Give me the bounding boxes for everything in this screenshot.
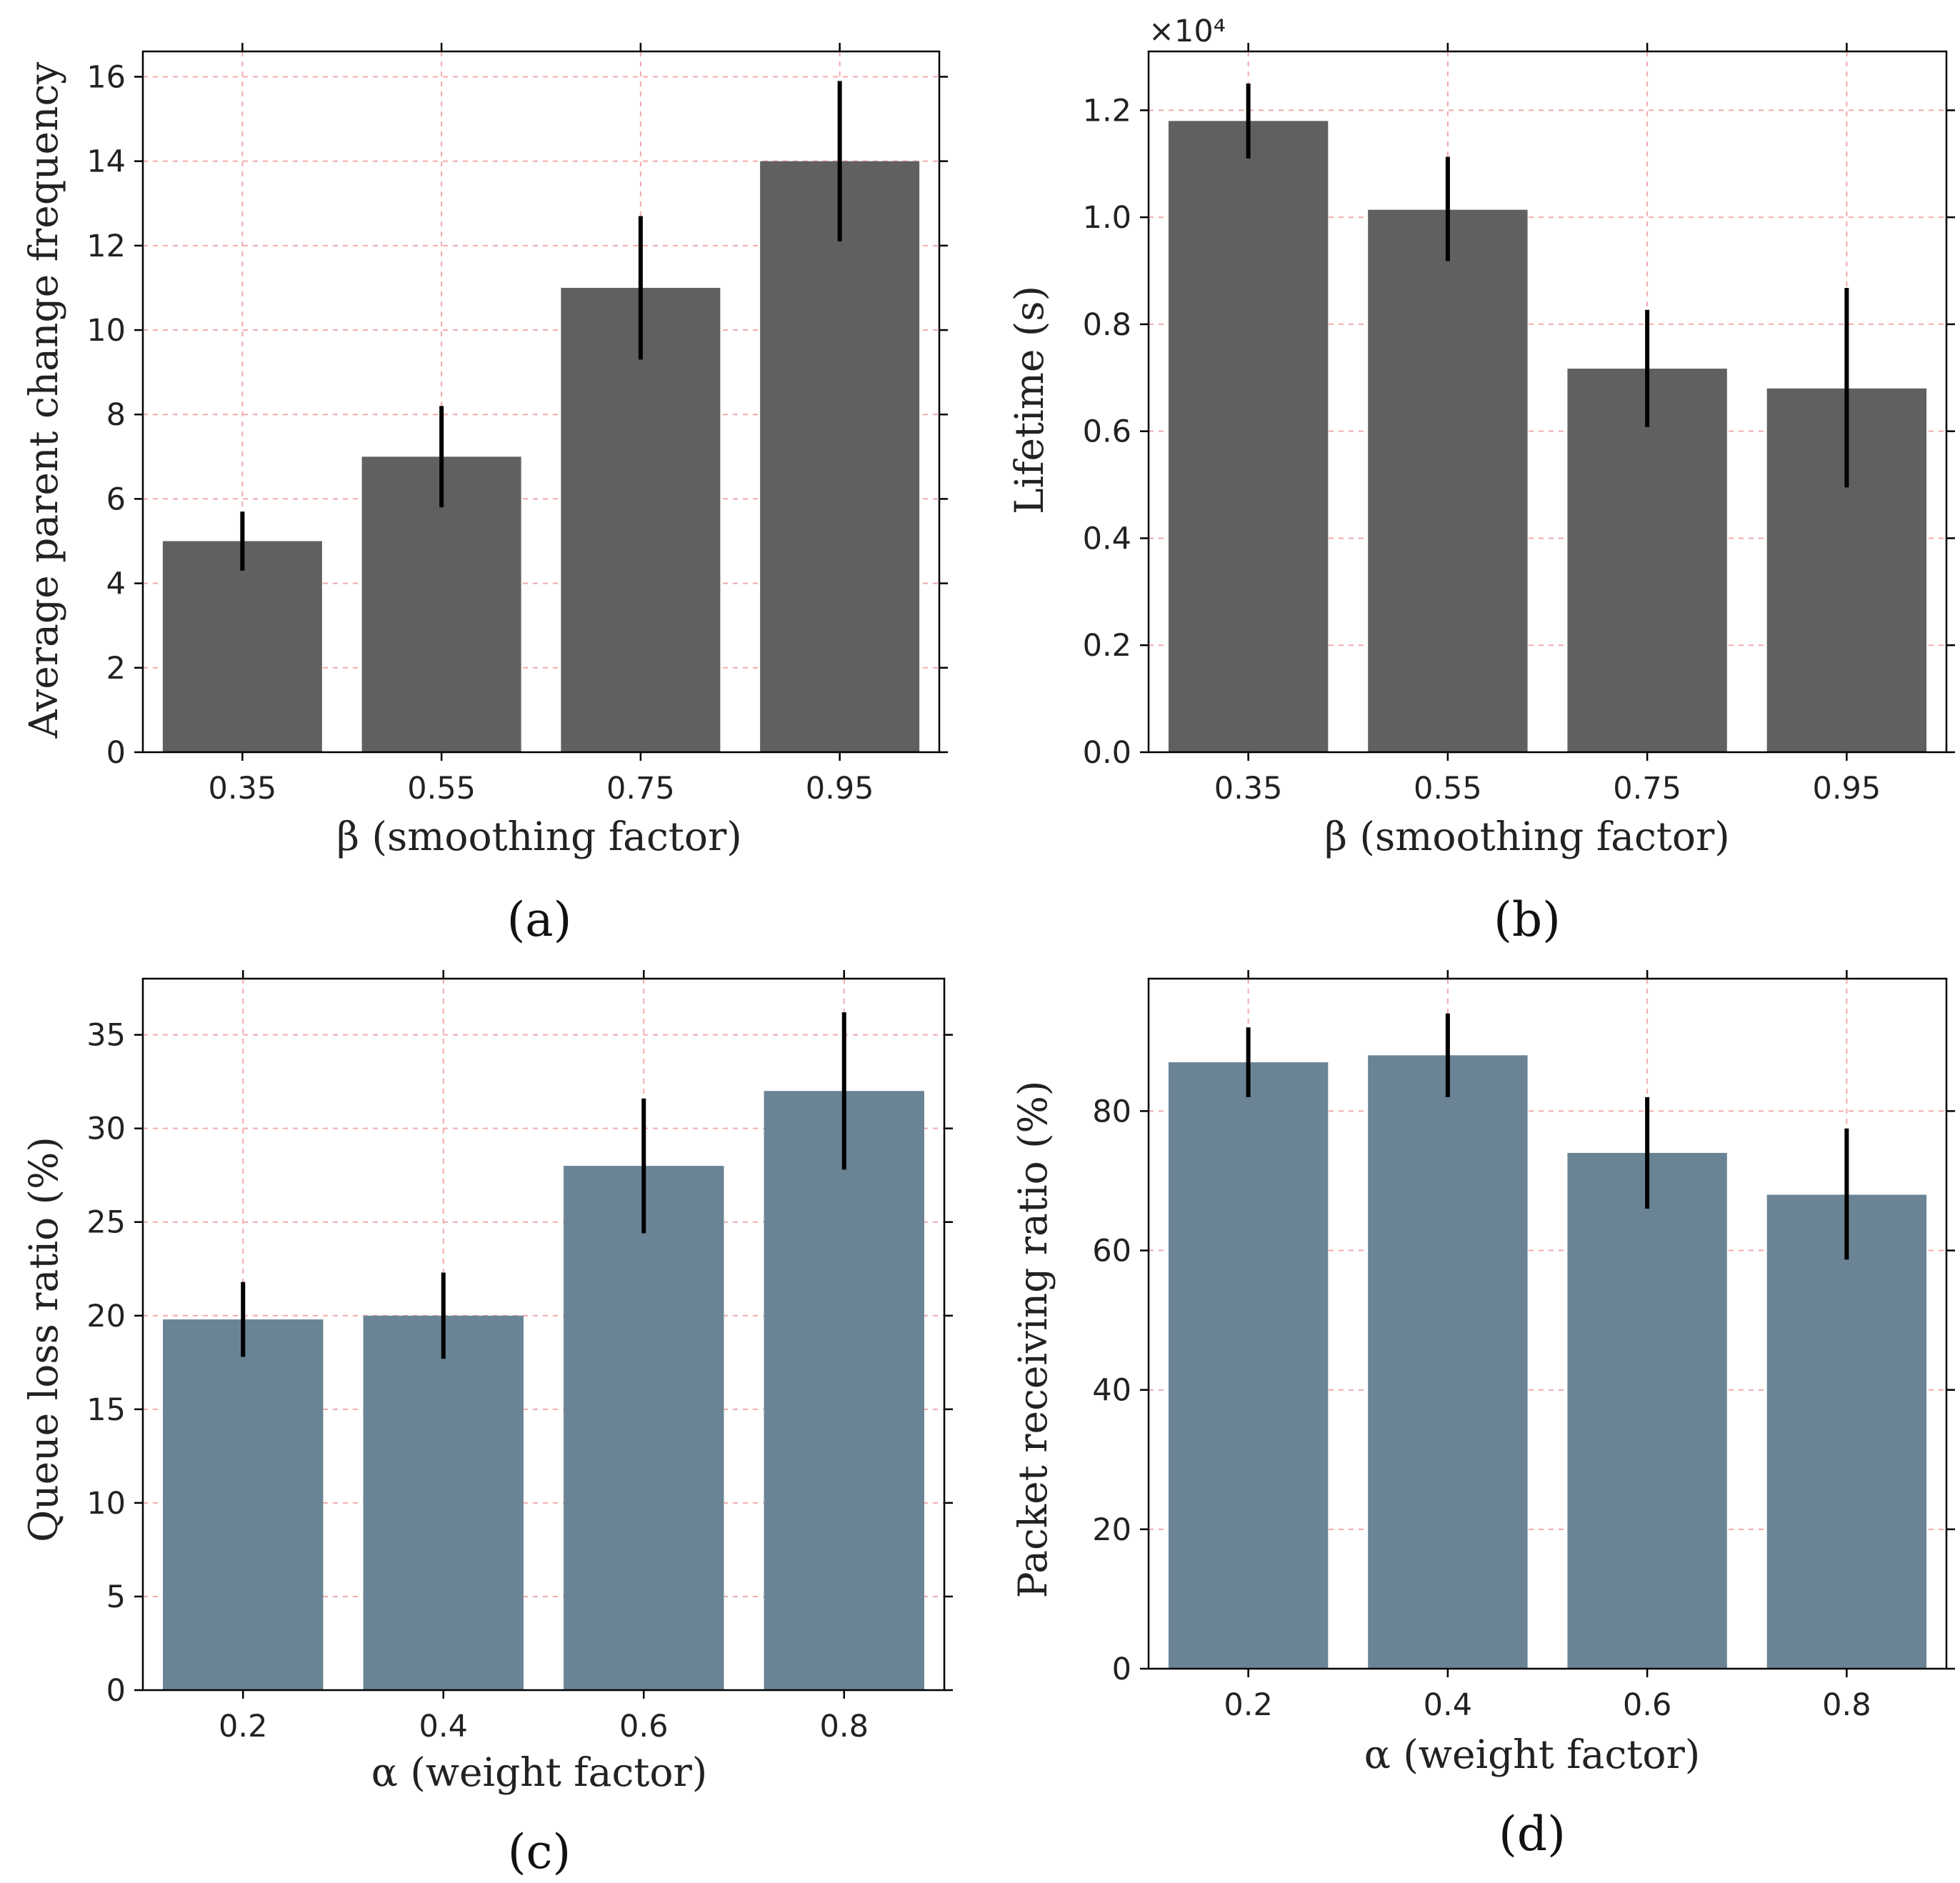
panel-d-xlabel: α (weight factor) — [1364, 1732, 1700, 1777]
panel-c-xtick-label-1: 0.4 — [419, 1709, 468, 1744]
panel-b-xtick-label-2: 0.75 — [1613, 771, 1681, 806]
panel-a-xtick-label-1: 0.55 — [407, 771, 476, 806]
panel-a-bar-0.95 — [760, 161, 920, 752]
panel-a-axes-frame — [141, 50, 941, 754]
panel-a-ytick-label-7: 14 — [86, 144, 126, 180]
panel-d: 0 20 40 60 80 0.2 0.4 0.6 0.8 Packet receiving r… — [1010, 970, 1955, 1862]
panel-c-ylabel: Queue loss ratio (%) — [21, 1137, 66, 1542]
panel-d-bar-0.2 — [1168, 1062, 1329, 1669]
panel-d-ytick-label-0: 0 — [1112, 1652, 1131, 1687]
panel-c-caption: (c) — [508, 1824, 571, 1879]
panel-c-bar-0.8 — [764, 1091, 924, 1690]
panel-b-ytick-label-4: 0.8 — [1083, 307, 1131, 343]
panel-a-ytick-label-6: 12 — [86, 229, 126, 264]
panel-d-ytick-label-1: 20 — [1092, 1512, 1131, 1548]
panel-d-ytick-label-2: 40 — [1092, 1373, 1131, 1409]
panel-b-offset-text: ×10⁴ — [1149, 14, 1226, 49]
panel-c-ytick-label-6: 30 — [86, 1112, 126, 1147]
panel-d-xtick-label-2: 0.6 — [1623, 1687, 1671, 1723]
panel-b-ytick-label-0: 0.0 — [1083, 735, 1131, 771]
panel-d-bar-0.8 — [1766, 1194, 1927, 1669]
panel-d-xtick-label-1: 0.4 — [1424, 1687, 1472, 1723]
panel-c-xtick-label-3: 0.8 — [820, 1709, 869, 1744]
panel-b-xtick-label-0: 0.35 — [1214, 771, 1283, 806]
panel-b-ytick-label-3: 0.6 — [1083, 414, 1131, 450]
panel-d-ylabel: Packet receiving ratio (%) — [1010, 1081, 1056, 1599]
panel-c-ytick-label-5: 25 — [86, 1205, 126, 1241]
panel-c-ytick-label-2: 10 — [86, 1486, 126, 1522]
panel-c-plot-area: 0 5 10 15 20 25 30 35 0.2 0.4 0.6 0.8 — [86, 970, 953, 1744]
panel-c-xtick-label-0: 0.2 — [219, 1709, 267, 1744]
panel-b-bar-0.35 — [1168, 121, 1329, 753]
panel-d-caption: (d) — [1499, 1807, 1566, 1862]
panel-b-xtick-label-3: 0.95 — [1813, 771, 1881, 806]
panel-b-ylabel: Lifetime (s) — [1006, 286, 1052, 514]
panel-a-ytick-label-5: 10 — [86, 313, 126, 349]
panel-b-ytick-label-1: 0.2 — [1083, 628, 1131, 664]
panel-b-xlabel: β (smoothing factor) — [1324, 814, 1729, 859]
panel-b-axes-frame — [1147, 50, 1948, 754]
panel-c-ytick-label-0: 0 — [106, 1673, 126, 1709]
panel-a-ylabel: Average parent change frequency — [21, 62, 66, 739]
panel-d-xtick-label-0: 0.2 — [1224, 1687, 1272, 1723]
panel-c-axes-frame — [141, 977, 946, 1692]
panel-d-axes-frame — [1147, 977, 1948, 1670]
panel-d-ytick-label-3: 60 — [1092, 1234, 1131, 1269]
panel-a-ytick-label-3: 6 — [106, 481, 126, 517]
panel-a-xlabel: β (smoothing factor) — [336, 814, 741, 859]
panel-b: 0.0 0.2 0.4 0.6 0.8 1.0 1.2 0.35 0.55 0.75 0.95 ×1… — [1006, 14, 1955, 947]
panel-a-ytick-label-8: 16 — [86, 59, 126, 95]
panel-a: 0 2 4 6 8 10 12 14 16 0.35 0.55 0.75 0.95 Average pa… — [21, 43, 948, 947]
panel-a-plot-area: 0 2 4 6 8 10 12 14 16 0.35 0.55 0.75 0.95 — [86, 43, 948, 806]
panel-a-bar-0.75 — [561, 287, 721, 752]
panel-a-xtick-label-2: 0.75 — [606, 771, 675, 806]
panel-c-ytick-label-7: 35 — [86, 1018, 126, 1054]
panel-a-ytick-label-4: 8 — [106, 397, 126, 433]
panel-c-ytick-label-1: 5 — [106, 1579, 126, 1615]
panel-a-bar-0.35 — [162, 541, 322, 752]
panel-c-bar-0.2 — [163, 1319, 324, 1690]
panel-d-plot-area: 0 20 40 60 80 0.2 0.4 0.6 0.8 — [1092, 970, 1955, 1723]
panel-c-xlabel: α (weight factor) — [371, 1749, 707, 1795]
panel-c-xtick-label-2: 0.6 — [619, 1709, 668, 1744]
panel-d-bar-0.6 — [1567, 1152, 1727, 1669]
panel-d-bar-0.4 — [1368, 1055, 1528, 1669]
panel-d-ytick-label-4: 80 — [1092, 1094, 1131, 1129]
panel-a-caption: (a) — [507, 892, 572, 947]
panel-a-xtick-label-3: 0.95 — [806, 771, 874, 806]
panel-d-xtick-label-3: 0.8 — [1822, 1687, 1871, 1723]
panel-c-ytick-label-4: 20 — [86, 1299, 126, 1334]
panel-c: 0 5 10 15 20 25 30 35 0.2 0.4 0.6 0.8 Queue loss ra… — [21, 970, 953, 1879]
panel-b-ytick-label-2: 0.4 — [1083, 521, 1131, 556]
panel-b-bar-0.75 — [1567, 369, 1727, 752]
panel-c-bar-0.4 — [363, 1315, 524, 1690]
panel-c-ytick-label-3: 15 — [86, 1392, 126, 1428]
panel-c-bar-0.6 — [564, 1166, 724, 1690]
panel-b-bar-0.55 — [1368, 209, 1528, 752]
panel-a-ytick-label-1: 2 — [106, 651, 126, 686]
panel-b-caption: (b) — [1494, 892, 1561, 947]
panel-a-ytick-label-0: 0 — [106, 735, 126, 771]
panel-b-ytick-label-5: 1.0 — [1083, 200, 1131, 236]
panel-b-plot-area: 0.0 0.2 0.4 0.6 0.8 1.0 1.2 0.35 0.55 0.75 0.95 — [1083, 43, 1955, 806]
panel-b-ytick-label-6: 1.2 — [1083, 93, 1131, 129]
panel-a-ytick-label-2: 4 — [106, 566, 126, 602]
panel-a-xtick-label-0: 0.35 — [209, 771, 277, 806]
panel-b-xtick-label-1: 0.55 — [1414, 771, 1482, 806]
